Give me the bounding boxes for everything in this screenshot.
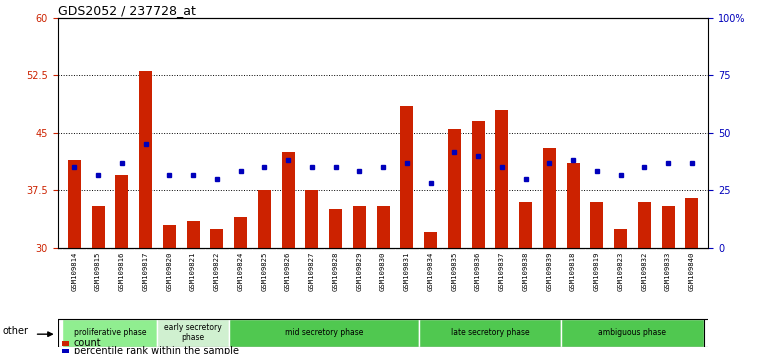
Bar: [229, 319, 419, 347]
Text: GSM109833: GSM109833: [665, 251, 671, 291]
Bar: [306, 190, 318, 248]
Bar: [234, 217, 247, 248]
Bar: [377, 206, 390, 248]
Text: GSM109825: GSM109825: [261, 251, 267, 291]
Text: GSM109840: GSM109840: [689, 251, 695, 291]
Bar: [543, 148, 556, 248]
Bar: [638, 202, 651, 248]
Bar: [162, 225, 176, 248]
Bar: [62, 349, 69, 353]
Bar: [258, 190, 271, 248]
Bar: [329, 210, 342, 248]
Text: GSM109832: GSM109832: [641, 251, 648, 291]
Text: GSM109830: GSM109830: [380, 251, 386, 291]
Bar: [424, 233, 437, 248]
Bar: [448, 129, 460, 248]
Bar: [158, 319, 229, 347]
Text: GSM109839: GSM109839: [546, 251, 552, 291]
Bar: [471, 121, 484, 248]
Bar: [353, 206, 366, 248]
Bar: [116, 175, 129, 248]
Bar: [282, 152, 295, 248]
Text: GSM109815: GSM109815: [95, 251, 101, 291]
Text: GSM109831: GSM109831: [403, 251, 410, 291]
Text: GSM109818: GSM109818: [570, 251, 576, 291]
Text: GSM109814: GSM109814: [72, 251, 77, 291]
Text: GSM109835: GSM109835: [451, 251, 457, 291]
Bar: [62, 319, 158, 347]
Bar: [400, 106, 413, 248]
Text: GSM109836: GSM109836: [475, 251, 481, 291]
Text: GSM109817: GSM109817: [142, 251, 149, 291]
Bar: [62, 341, 69, 346]
Bar: [567, 164, 580, 248]
Bar: [419, 319, 561, 347]
Bar: [661, 206, 675, 248]
Text: GSM109838: GSM109838: [523, 251, 528, 291]
Text: late secretory phase: late secretory phase: [450, 328, 529, 337]
Bar: [68, 160, 81, 248]
Text: GSM109828: GSM109828: [333, 251, 339, 291]
Bar: [92, 206, 105, 248]
Bar: [591, 202, 604, 248]
Bar: [561, 319, 704, 347]
Bar: [210, 229, 223, 248]
Text: GSM109834: GSM109834: [427, 251, 434, 291]
Text: GSM109837: GSM109837: [499, 251, 505, 291]
Bar: [186, 221, 199, 248]
Text: GSM109824: GSM109824: [238, 251, 243, 291]
Bar: [495, 110, 508, 248]
Text: proliferative phase: proliferative phase: [74, 328, 146, 337]
Text: GSM109820: GSM109820: [166, 251, 172, 291]
Text: other: other: [3, 326, 29, 336]
Text: ambiguous phase: ambiguous phase: [598, 328, 666, 337]
Text: GSM109827: GSM109827: [309, 251, 315, 291]
Text: mid secretory phase: mid secretory phase: [285, 328, 363, 337]
Text: GSM109829: GSM109829: [357, 251, 363, 291]
Bar: [139, 72, 152, 248]
Text: GSM109822: GSM109822: [214, 251, 220, 291]
Bar: [685, 198, 698, 248]
Text: early secretory
phase: early secretory phase: [164, 323, 222, 342]
Text: GSM109826: GSM109826: [285, 251, 291, 291]
Bar: [614, 229, 627, 248]
Text: percentile rank within the sample: percentile rank within the sample: [74, 346, 239, 354]
Text: GSM109821: GSM109821: [190, 251, 196, 291]
Bar: [519, 202, 532, 248]
Text: GSM109819: GSM109819: [594, 251, 600, 291]
Text: GSM109823: GSM109823: [618, 251, 624, 291]
Text: count: count: [74, 338, 102, 348]
Text: GDS2052 / 237728_at: GDS2052 / 237728_at: [58, 4, 196, 17]
Text: GSM109816: GSM109816: [119, 251, 125, 291]
